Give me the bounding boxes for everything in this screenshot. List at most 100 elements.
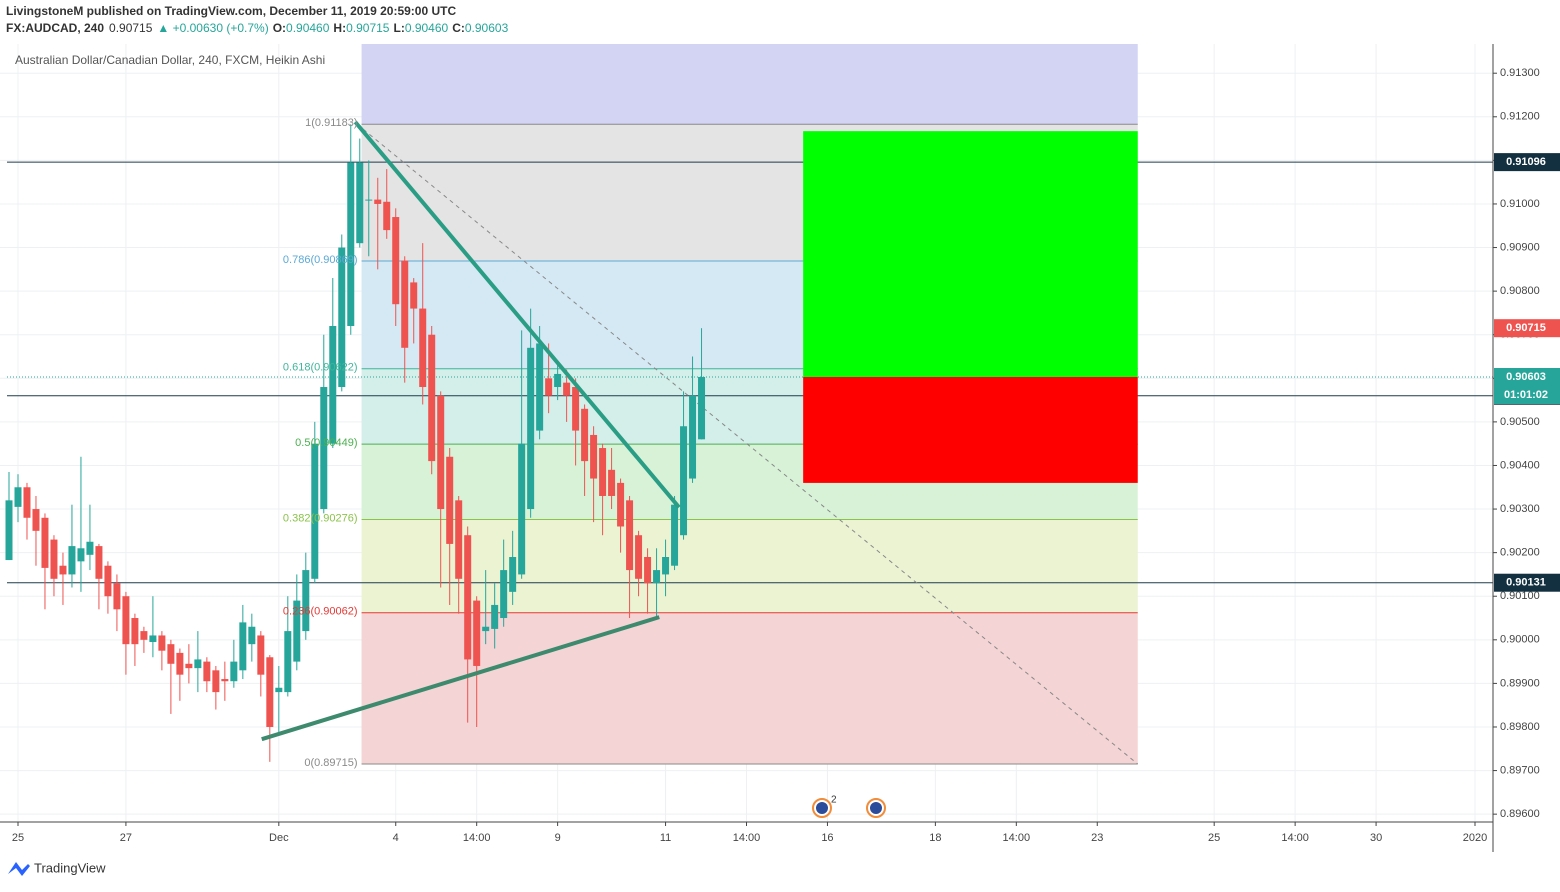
candle-body [122,596,130,645]
candle-body [275,687,283,693]
countdown: 01:01:02 [1504,389,1548,401]
candle-body [410,282,418,309]
x-tick-label: 27 [120,832,132,844]
candle-body [347,162,355,326]
candle-body [212,670,220,693]
candle-body [590,434,598,479]
y-tick-label: 0.90400 [1500,459,1540,471]
x-tick-label: 11 [660,832,671,844]
countdown-tag [1494,385,1560,404]
candle-body [68,546,76,575]
ohlc-value: 0.90460 [286,21,330,35]
fib-label: 1(0.91183) [305,117,357,129]
candle-body [338,247,346,388]
plot-area: 1(0.91183) 0.786(0.90869) 0.618(0.90622) 0.… [0,44,1493,822]
candle-body [626,500,634,571]
candle-body [77,548,85,562]
price-tag [1494,319,1560,338]
candle-body [653,570,661,584]
candle-body [509,557,517,592]
trendline [261,615,660,742]
y-tick-label: 0.90900 [1500,241,1540,253]
candle-body [671,504,679,566]
candle-body [446,456,454,544]
ohlc-key: H: [333,21,346,35]
candle-body [176,652,184,675]
fib-trend-line [356,123,1139,765]
candle-body [14,487,22,507]
candle-body [617,482,625,527]
candle-body [635,535,643,579]
y-tick-label: 0.90300 [1500,503,1540,515]
candle-body [554,373,562,388]
profit-zone [803,131,1138,377]
candle-body [23,487,31,518]
candle-body [356,162,364,244]
candle-body [104,565,112,597]
candle-body [32,509,40,531]
x-tick-label: 25 [12,832,24,844]
candle-body [428,334,436,462]
candle-body [608,469,616,496]
candle-body [572,387,580,431]
candle-body [581,408,589,462]
price-tag-label: 0.91096 [1506,156,1546,168]
x-tick-label: 14:00 [1003,832,1031,844]
x-tick-label: 30 [1370,832,1382,844]
candle-body [500,570,508,619]
ohlc-key: O: [273,21,286,35]
fib-zone [361,612,1138,765]
y-tick-label: 0.90200 [1500,547,1540,559]
y-tick-label: 0.89700 [1500,764,1540,776]
ohlc-key: L: [393,21,404,35]
x-tick-label: 4 [393,832,399,844]
candle-body [149,635,157,642]
trendline [353,120,681,509]
ohlc-value: 0.90460 [405,21,449,35]
fib-label: 0.618(0.90622) [283,362,358,374]
x-tick-label: 14:00 [463,832,491,844]
ohlc-value: 0.90603 [465,21,509,35]
fib-label: 0.382(0.90276) [283,512,358,524]
candle-body [113,583,121,610]
candle-body [230,661,238,682]
candle-body [563,382,571,396]
x-tick-label: 14:00 [1281,832,1309,844]
candle-body [329,325,337,444]
x-tick-label: 2020 [1463,832,1487,844]
ohlc-key: C: [452,21,465,35]
candle-body [383,201,391,231]
fib-zone [361,44,1138,125]
candle-body [599,448,607,496]
candle-body [518,443,526,575]
candle-body [248,626,256,645]
candle-body [419,308,427,388]
x-tick-label: 16 [821,832,833,844]
candle-body [284,631,292,693]
brand: TradingView [34,860,106,875]
author: LivingstoneM published on TradingView.co… [6,4,456,18]
price-tag [1494,367,1560,386]
y-tick-label: 0.89900 [1500,677,1540,689]
event-icon [866,798,886,818]
candle-body [689,395,697,479]
candle-body [401,260,409,348]
price-tag [1494,153,1560,172]
candle-body [266,657,274,727]
y-tick-label: 0.89800 [1500,721,1540,733]
candle-body [437,395,445,510]
candle-body [302,570,310,632]
candle-body [41,517,49,568]
candle-body [491,604,499,629]
x-tick-label: 14:00 [733,832,761,844]
y-tick-label: 0.90100 [1500,590,1540,602]
candle-body [644,557,652,584]
candle-body [86,541,94,555]
candle-body [194,659,202,669]
candle-body [392,217,400,305]
y-tick-label: 0.90000 [1500,634,1540,646]
candle-body [131,618,139,645]
candle-body [320,387,328,510]
y-tick-label: 0.91300 [1500,67,1540,79]
